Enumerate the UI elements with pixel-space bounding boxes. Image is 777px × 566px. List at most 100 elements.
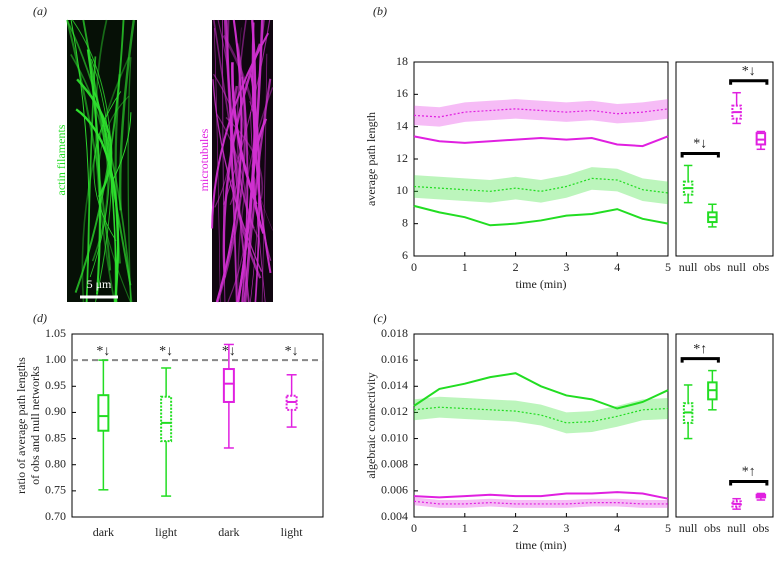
plot-frame [71,333,324,518]
y-tick-label: 16 [396,86,408,100]
x-tick-label: 1 [462,521,468,535]
plot-frame [413,61,669,257]
x-tick-label: null [727,260,746,274]
annotation: *↓ [693,137,707,152]
band [414,396,668,434]
x-tick-label: 3 [563,521,569,535]
x-tick-label: null [679,521,698,535]
y-tick-label: 0.014 [381,378,408,392]
actin-filaments [66,19,135,303]
y-tick-label: 10 [396,183,408,197]
y-axis-label: algebraic connectivity [364,372,378,478]
y-axis-label: of obs and null networks [28,366,42,485]
filament [216,43,246,303]
bracket [680,151,720,158]
band [414,497,668,508]
y-tick-label: 0.75 [45,483,66,497]
filament [249,73,261,303]
band [414,99,668,127]
filament [93,91,122,241]
y-tick-label: 0.018 [381,326,408,340]
filament [225,116,264,199]
annotation: *↑ [693,342,707,357]
x-tick-label: light [281,525,304,539]
filament [216,113,248,303]
filament [261,53,268,303]
microtubule-filaments [211,19,274,303]
panel-label: (c) [373,311,386,325]
line [413,491,669,500]
y-axis-label: average path length [364,112,378,206]
filament [249,101,260,303]
filament [236,19,264,303]
image-label: actin filaments [54,124,68,195]
filament [212,79,263,272]
x-tick-label: obs [753,260,770,274]
line [413,135,669,148]
filament [101,113,116,303]
x-tick-label: null [727,521,746,535]
line [413,372,669,410]
y-tick-label: 0.008 [381,456,408,470]
plot-frame [675,333,774,518]
filament [66,19,112,271]
x-tick-label: 0 [411,260,417,274]
annotation: *↓ [222,344,236,359]
filament [213,28,221,303]
x-tick-label: obs [704,521,721,535]
annotation: *↓ [96,344,110,359]
x-tick-label: 5 [665,260,671,274]
filament [222,34,261,196]
filament [241,76,249,303]
filament [118,19,135,211]
annotation: *↓ [742,64,756,79]
y-tick-label: 0.010 [381,430,408,444]
x-tick-label: dark [93,525,114,539]
filament [94,19,116,303]
annotation: *↓ [285,344,299,359]
panel-label: (b) [373,4,387,18]
panel-label: (d) [33,311,47,325]
filament [222,19,226,303]
x-tick-label: 3 [563,260,569,274]
box [222,368,235,403]
bracket [729,79,769,85]
filament [76,78,113,198]
filament [244,78,272,303]
y-tick-label: 0.012 [381,404,408,418]
y-tick-label: 18 [396,54,408,68]
x-tick-label: light [155,525,178,539]
x-tick-label: dark [218,525,239,539]
band [414,167,668,205]
filament [111,112,132,183]
x-tick-label: 4 [614,260,620,274]
y-tick-label: 1.05 [45,326,66,340]
x-axis-label: time (min) [516,277,567,291]
y-tick-label: 0.016 [381,352,408,366]
bracket [729,479,769,486]
y-tick-label: 0.95 [45,378,66,392]
y-tick-label: 1.00 [45,352,66,366]
annotation: *↑ [742,465,756,480]
plot-frame [413,333,669,518]
y-tick-label: 14 [396,118,408,132]
y-tick-label: 6 [402,248,408,262]
x-tick-label: 4 [614,521,620,535]
line [413,204,669,227]
scale-bar-label: 5 μm [87,277,112,291]
x-axis-label: time (min) [516,538,567,552]
y-tick-label: 0.80 [45,456,66,470]
filament [81,57,130,303]
box [160,395,173,443]
x-tick-label: 5 [665,521,671,535]
x-tick-label: 2 [513,260,519,274]
x-tick-label: null [679,260,698,274]
y-tick-label: 12 [396,151,408,165]
bracket [680,357,720,363]
x-tick-label: 1 [462,260,468,274]
filament [213,19,242,198]
line [413,108,669,118]
panel-label: (a) [33,4,47,18]
x-tick-label: 2 [513,521,519,535]
